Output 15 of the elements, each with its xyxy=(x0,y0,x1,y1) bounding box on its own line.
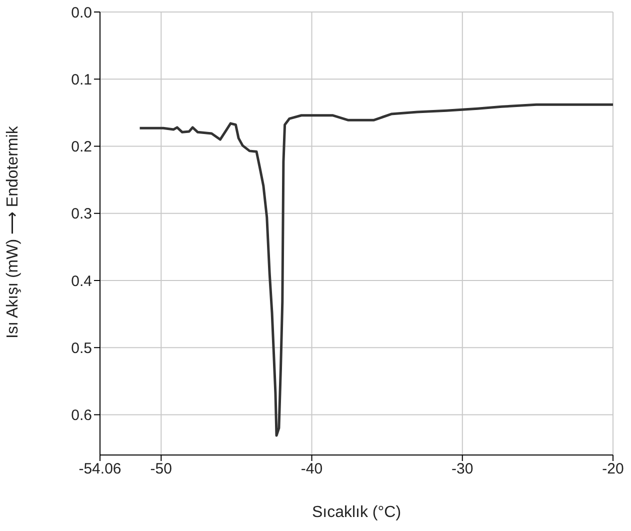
y-tick-label: 0.5 xyxy=(71,340,92,357)
y-tick-label: 0.2 xyxy=(71,138,92,156)
y-axis-title: Isı Akışı (mW) ⟶ Endotermik xyxy=(4,125,22,338)
x-tick-label: -20 xyxy=(602,460,624,478)
x-tick-label: -54.06 xyxy=(78,460,122,478)
x-tick-label: -30 xyxy=(452,460,474,478)
y-tick-label: 0.3 xyxy=(71,206,92,223)
line-series xyxy=(138,103,613,437)
y-tick-label: 0.6 xyxy=(71,407,92,424)
y-tick-label: 0.4 xyxy=(71,272,92,290)
x-tick-label: -40 xyxy=(300,460,323,478)
x-tick-label: -50 xyxy=(150,460,172,478)
y-tick-label: 0.0 xyxy=(71,4,92,22)
x-axis-title: Sıcaklık (°C) xyxy=(312,504,402,521)
y-tick-label: 0.1 xyxy=(71,71,92,88)
